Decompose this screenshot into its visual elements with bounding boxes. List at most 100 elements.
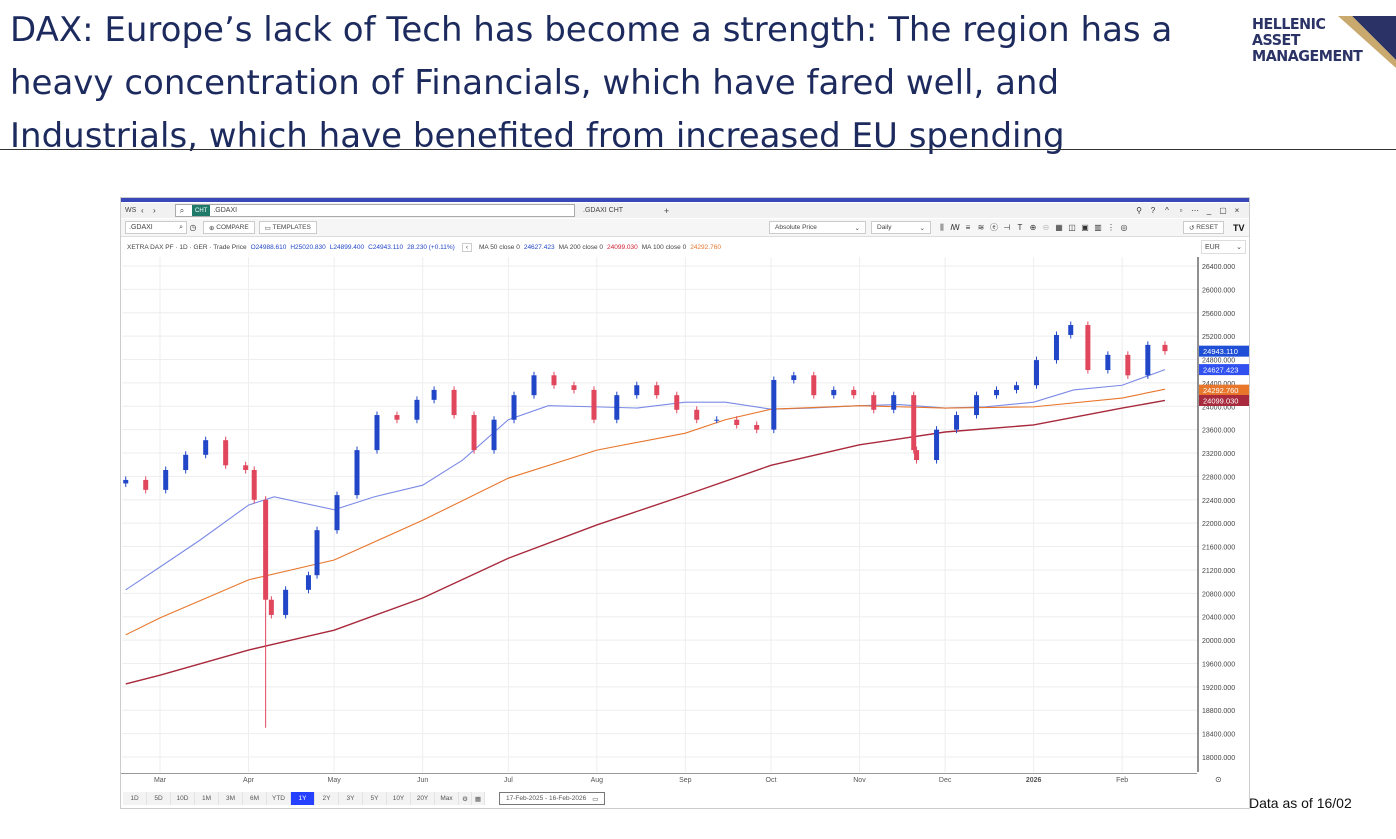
calendar-icon: ▭ <box>592 795 599 803</box>
y-tick-label: 21600.000 <box>1202 545 1235 552</box>
layout-icon[interactable]: ◫ <box>1068 223 1076 232</box>
back-icon[interactable]: ‹ <box>140 206 144 215</box>
layout-icon[interactable]: ▫ <box>1179 206 1183 215</box>
price-type-select[interactable]: Absolute Price ⌄ <box>769 221 866 234</box>
forward-icon[interactable]: › <box>152 206 156 215</box>
x-tick-label: Apr <box>243 777 254 784</box>
range-button-6m[interactable]: 6M <box>243 792 267 805</box>
range-buttons: 1D 5D 10D 1M 3M 6M YTD 1Y 2Y 3Y 5Y 10Y 20Y Max ⚙ ▦ 17-Fe… <box>123 792 606 805</box>
reset-button[interactable]: ↺ RESET <box>1183 221 1224 234</box>
history-icon[interactable]: ◷ <box>189 223 197 232</box>
axis-settings-icon[interactable]: ⊙ <box>1215 775 1222 784</box>
candle-body <box>1105 354 1111 371</box>
y-tick-label: 23200.000 <box>1202 451 1235 458</box>
candle-body <box>994 389 1000 396</box>
restore-icon[interactable]: ▢ <box>1219 206 1227 215</box>
help-icon[interactable]: ? <box>1150 206 1156 215</box>
pin-icon[interactable]: ^ <box>1165 206 1169 215</box>
text-icon[interactable]: T <box>1017 223 1023 232</box>
zoom-in-icon[interactable]: ⊕ <box>1029 223 1037 232</box>
ric-input[interactable]: .GDAXI ⌕ <box>125 221 187 234</box>
waves-icon[interactable]: ≋ <box>977 223 985 232</box>
chart-toolbar: .GDAXI ⌕ ◷ ⊕ COMPARE ▭ TEMPLATES Absolute… <box>121 219 1249 237</box>
interval-select[interactable]: Daily ⌄ <box>871 221 931 234</box>
candle-body <box>934 429 940 461</box>
range-button-20y[interactable]: 20Y <box>411 792 435 805</box>
indicator-icon[interactable]: ꟿ <box>950 223 960 232</box>
x-tick-label: Mar <box>153 777 167 784</box>
candle-body <box>263 499 269 600</box>
last-value-label: 24099.030 <box>1203 396 1238 405</box>
x-tick-label: Sep <box>679 777 692 784</box>
date-range-input[interactable]: 17-Feb-2025 - 16-Feb-2026 ▭ <box>499 792 606 805</box>
y-tick-label: 23600.000 <box>1202 428 1235 435</box>
tab-gdaxi-cht[interactable]: .GDAXI CHT <box>583 207 624 214</box>
ma-line-200 <box>125 399 1166 685</box>
add-tab-button[interactable]: + <box>664 205 670 216</box>
y-tick-label: 20800.000 <box>1202 591 1235 598</box>
range-button-1y[interactable]: 1Y <box>291 792 315 805</box>
candle-body <box>914 450 920 461</box>
save-image-icon[interactable]: ▣ <box>1081 223 1089 232</box>
search-input[interactable]: ⌕ CHT .GDAXI <box>175 204 575 217</box>
range-button-1m[interactable]: 1M <box>195 792 219 805</box>
workspace-menu[interactable]: WS <box>125 207 137 214</box>
y-tick-label: 22800.000 <box>1202 474 1235 481</box>
close-icon[interactable]: × <box>1234 206 1240 215</box>
more-icon[interactable]: ⋮ <box>1107 223 1115 232</box>
range-button-2y[interactable]: 2Y <box>315 792 339 805</box>
y-tick-label: 26000.000 <box>1202 287 1235 294</box>
candle-body <box>283 589 289 615</box>
compare-button[interactable]: ⊕ COMPARE <box>203 221 255 234</box>
range-button-3y[interactable]: 3Y <box>339 792 363 805</box>
price-chart[interactable]: 26400.000 26000.000 25600.000 25200.000 2480… <box>122 257 1250 772</box>
time-axis[interactable]: Mar Apr May Jun Jul Aug Sep Oct Nov Dec 2026 Feb <box>121 773 1197 789</box>
y-tick-label: 25600.000 <box>1202 311 1235 318</box>
candle-body <box>871 395 877 410</box>
range-button-10y[interactable]: 10Y <box>387 792 411 805</box>
ma-line-50 <box>125 369 1166 591</box>
more-icon[interactable]: ⋯ <box>1191 206 1199 215</box>
candle-body <box>974 395 980 416</box>
drawing-icon[interactable]: ⊣ <box>1003 223 1011 232</box>
candle-body <box>354 450 360 496</box>
candle-body <box>634 385 640 396</box>
templates-button[interactable]: ▭ TEMPLATES <box>258 221 317 234</box>
settings-icon[interactable]: ◎ <box>1120 223 1128 232</box>
range-button-5d[interactable]: 5D <box>147 792 171 805</box>
last-value-marker <box>1199 394 1249 406</box>
candle-body <box>511 395 517 420</box>
y-tick-label: 24800.000 <box>1202 358 1235 365</box>
range-button-5y[interactable]: 5Y <box>363 792 387 805</box>
folder-icon: ▭ <box>264 224 273 232</box>
chart-settings-icon[interactable]: ▥ <box>1094 223 1102 232</box>
app-badge: CHT <box>192 205 211 216</box>
y-tick-label: 20000.000 <box>1202 638 1235 645</box>
event-icon[interactable]: ⓔ <box>990 223 998 232</box>
calendar-grid-icon[interactable]: ▦ <box>472 792 485 805</box>
range-button-3m[interactable]: 3M <box>219 792 243 805</box>
table-icon[interactable]: ▦ <box>1055 223 1063 232</box>
y-tick-label: 20400.000 <box>1202 615 1235 622</box>
candlestick-icon[interactable]: ⫼ <box>940 222 944 232</box>
candle-body <box>1053 334 1059 361</box>
currency-select[interactable]: EUR ⌄ <box>1201 240 1246 254</box>
x-tick-label: Jul <box>503 777 513 784</box>
candle-body <box>754 424 760 430</box>
last-value-marker <box>1199 384 1249 396</box>
chevron-down-icon: ⌄ <box>854 224 860 232</box>
collapse-legend-button[interactable]: ‹ <box>461 242 472 252</box>
candle-body <box>1162 344 1168 352</box>
zoom-out-icon[interactable]: ⊖ <box>1042 223 1050 232</box>
candle-body <box>571 385 577 390</box>
range-button-1d[interactable]: 1D <box>123 792 147 805</box>
range-button-max[interactable]: Max <box>435 792 459 805</box>
range-button-10d[interactable]: 10D <box>171 792 195 805</box>
gear-icon[interactable]: ⚙ <box>459 792 472 805</box>
title-divider <box>0 149 1396 150</box>
range-button-ytd[interactable]: YTD <box>267 792 291 805</box>
last-value-marker <box>1199 345 1249 357</box>
lines-icon[interactable]: ≡ <box>965 223 971 232</box>
minimize-icon[interactable]: _ <box>1206 206 1212 215</box>
link-icon[interactable]: ⚲ <box>1136 206 1142 215</box>
